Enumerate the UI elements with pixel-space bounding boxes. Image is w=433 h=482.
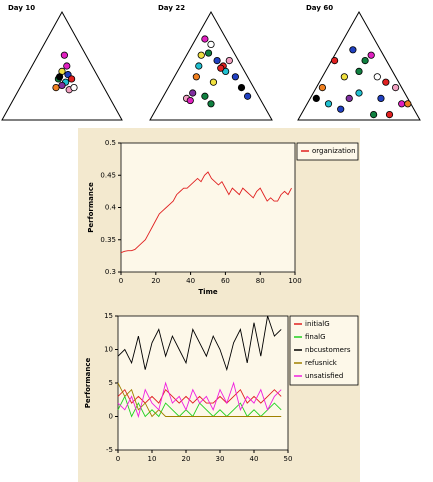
point: [60, 51, 69, 59]
x-tick-label: 50: [284, 455, 293, 463]
point: [324, 100, 333, 108]
point: [186, 96, 194, 105]
point: [404, 100, 412, 108]
point: [213, 56, 221, 65]
point: [201, 35, 209, 43]
point: [63, 62, 71, 70]
series-line: [117, 315, 282, 372]
x-tick-label: 100: [288, 277, 301, 285]
legend-label: finalG: [305, 333, 326, 341]
x-tick-label: 0: [116, 455, 120, 463]
point: [355, 89, 363, 97]
point: [55, 73, 64, 81]
point: [330, 56, 339, 65]
point: [204, 49, 213, 57]
point: [349, 46, 357, 54]
y-tick-label: 10: [104, 346, 113, 354]
x-tick-label: 30: [216, 455, 225, 463]
point: [222, 67, 230, 76]
point: [355, 67, 363, 76]
series-line: [117, 382, 282, 418]
y-tick-label: 0.4: [105, 204, 117, 212]
point: [391, 84, 400, 92]
point: [68, 75, 76, 83]
point: [209, 78, 218, 86]
legend-label: initialG: [305, 320, 330, 328]
point: [382, 78, 390, 86]
point: [70, 84, 78, 92]
point: [312, 94, 320, 103]
point: [52, 84, 60, 92]
point: [340, 73, 348, 81]
point: [217, 64, 225, 72]
legend-label: nbcustomers: [305, 346, 351, 354]
y-tick-label: 0.45: [100, 171, 116, 179]
y-tick-label: -5: [106, 446, 113, 454]
chart-title: Day 22: [158, 4, 185, 12]
chart-title: Day 10: [8, 4, 35, 12]
legend-label: refusnick: [305, 359, 338, 367]
point: [207, 40, 215, 49]
legend-label: unsatisfied: [305, 372, 343, 380]
triangle: [149, 10, 273, 121]
point: [345, 94, 353, 103]
x-tick-label: 80: [256, 277, 265, 285]
series-line: [117, 381, 282, 419]
point: [398, 100, 406, 108]
x-tick-label: 0: [119, 277, 123, 285]
point: [244, 92, 252, 100]
point: [237, 84, 246, 92]
triangle: [1, 10, 123, 121]
point: [373, 73, 381, 81]
point: [318, 84, 326, 92]
point: [385, 111, 394, 119]
y-tick-label: 15: [104, 312, 113, 320]
point: [201, 92, 209, 100]
y-tick-label: 0.5: [105, 139, 116, 147]
x-tick-label: 40: [250, 455, 259, 463]
legend-label: organization: [312, 147, 356, 155]
x-tick-label: 60: [221, 277, 230, 285]
plot-area: [117, 315, 289, 451]
point: [189, 89, 197, 97]
point: [225, 56, 233, 65]
chart-title: Day 60: [306, 4, 333, 12]
plot-area: [120, 142, 296, 273]
y-tick-label: 0: [109, 413, 113, 421]
x-tick-label: 20: [151, 277, 160, 285]
y-axis-label: Performance: [84, 357, 92, 408]
point: [337, 105, 345, 113]
point: [231, 73, 239, 81]
x-tick-label: 40: [186, 277, 195, 285]
point: [367, 51, 375, 59]
point: [192, 73, 200, 81]
point: [207, 100, 215, 108]
legend: [296, 142, 359, 161]
x-tick-label: 20: [182, 455, 191, 463]
triangle: [297, 10, 421, 121]
point: [361, 56, 369, 65]
point: [197, 51, 205, 59]
point: [195, 62, 203, 70]
series-line: [120, 171, 292, 254]
x-axis-label: Time: [198, 288, 217, 296]
y-axis-label: Performance: [87, 182, 95, 233]
y-tick-label: 0.3: [105, 268, 116, 276]
point: [377, 94, 385, 103]
y-tick-label: 0.35: [100, 236, 116, 244]
y-tick-label: 5: [109, 379, 113, 387]
point: [58, 81, 66, 90]
x-tick-label: 10: [148, 455, 157, 463]
point: [370, 111, 378, 119]
